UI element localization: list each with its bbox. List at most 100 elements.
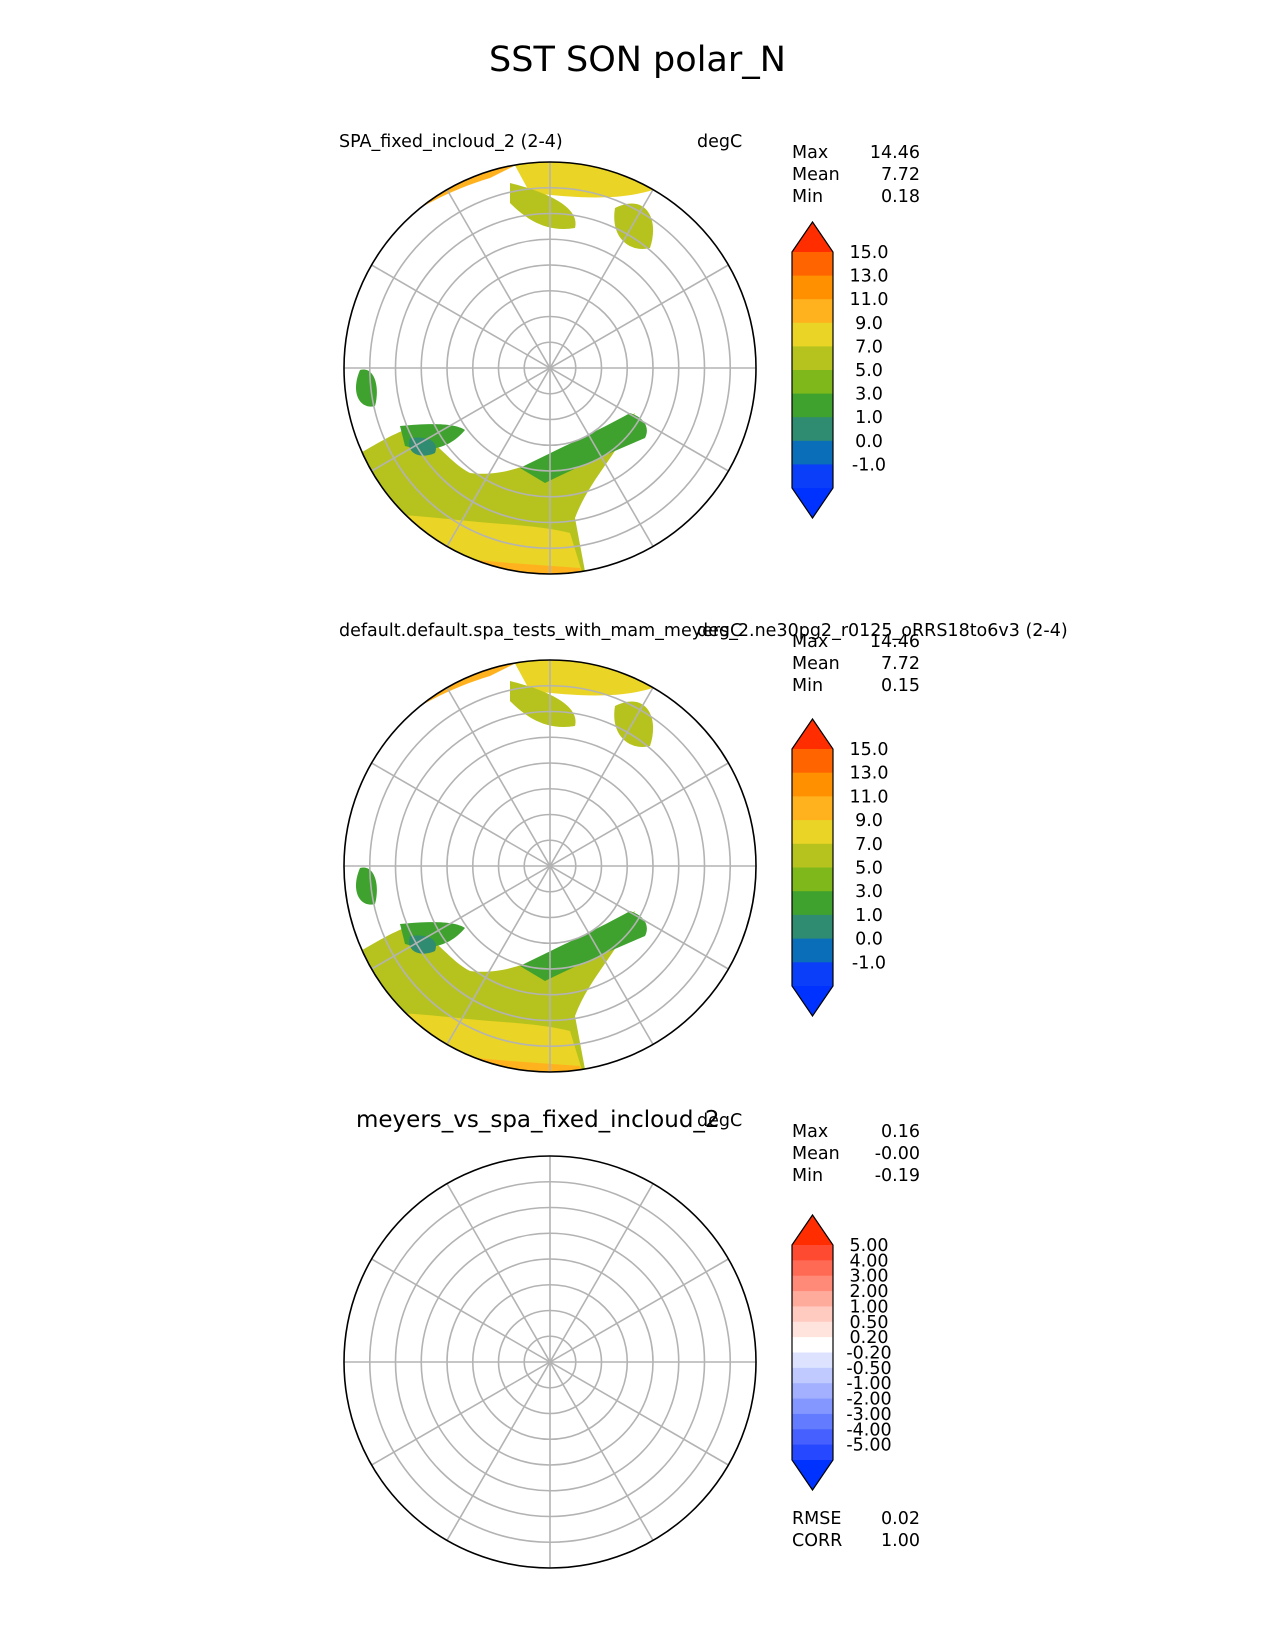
colorbar-band	[792, 1306, 833, 1323]
stat-min-label: Min	[792, 676, 824, 696]
colorbar-band	[792, 1383, 833, 1400]
stat-min-label: Min	[792, 187, 824, 207]
colorbar-tick-label: 15.0	[850, 243, 889, 263]
colorbar-tick-label: 13.0	[850, 267, 889, 287]
colorbar-band	[792, 1337, 833, 1353]
map-boundary	[343, 1155, 757, 1569]
colorbar-band	[792, 962, 833, 987]
stat-mean-label: Mean	[792, 654, 840, 674]
colorbar-band	[792, 464, 833, 489]
coastline	[670, 671, 725, 686]
colorbar-tick-label: 3.0	[855, 882, 883, 902]
colorbar-band	[792, 820, 833, 845]
colorbar-band	[792, 370, 833, 395]
colorbar-tick-label: 13.0	[850, 764, 889, 784]
stat-mean-label: Mean	[792, 1144, 840, 1164]
colorbar-band	[792, 1367, 833, 1384]
polar-map-2	[343, 659, 757, 1106]
stat-max-value: 14.46	[869, 143, 920, 163]
stat-mean-value: 7.72	[881, 654, 920, 674]
colorbar-tick-label: 1.0	[855, 408, 883, 428]
coastline	[400, 1162, 525, 1202]
colorbar-tick-label: -0.50	[846, 1359, 891, 1379]
metric-rmse-value: 0.02	[881, 1509, 920, 1529]
colorbar-tick-label: 11.0	[850, 787, 889, 807]
sst-bering-cool	[510, 681, 576, 727]
colorbar-tick-label: -1.0	[852, 455, 886, 475]
colorbar-2: 15.0 13.0 11.0 9.0 7.0 5.0 3.0 1.0 0.0 -1.0	[791, 717, 889, 1018]
colorbar-extend-top	[792, 719, 833, 749]
map-boundary	[343, 659, 757, 1073]
colorbar-band	[792, 1291, 833, 1307]
coastline	[457, 1427, 550, 1484]
coastline	[670, 1167, 725, 1182]
panel3-title: meyers_vs_spa_fixed_incloud_2	[356, 1107, 720, 1133]
sst-labrador-cold	[409, 437, 436, 456]
panel2-title: default.default.spa_tests_with_mam_meyer…	[339, 621, 1068, 641]
meridian-line	[446, 1183, 654, 1541]
colorbar-tick-label: 5.0	[855, 859, 883, 879]
colorbar-tick-label: 3.00	[850, 1267, 889, 1287]
coastline	[400, 168, 525, 208]
colorbar-band	[792, 1398, 833, 1415]
colorbar-outline	[791, 220, 834, 520]
stat-min-value: 0.15	[881, 676, 920, 696]
colorbar-band	[792, 1275, 833, 1292]
colorbar-band	[792, 938, 833, 963]
coastline	[380, 1522, 425, 1552]
coastlines	[346, 1162, 725, 1552]
panel2-stats: Max 14.46 Mean 7.72 Min 0.15	[792, 631, 920, 697]
colorbar-band	[792, 891, 833, 916]
sst-barents	[520, 413, 647, 483]
sst-gulfstream	[350, 583, 580, 598]
polar-map-3	[343, 1155, 757, 1569]
metric-corr-label: CORR	[792, 1531, 843, 1551]
stat-mean-value: -0.00	[874, 1144, 920, 1164]
colorbar-tick-label: -5.00	[846, 1436, 891, 1456]
colorbar-band	[792, 1352, 833, 1369]
colorbar-band	[792, 1260, 833, 1277]
figure-title: SST SON polar_N	[489, 40, 786, 80]
sst-gulfstream-core	[440, 1093, 525, 1106]
metric-corr-value: 1.00	[881, 1531, 920, 1551]
stat-max-value: 14.46	[869, 632, 920, 652]
stat-max-value: 0.16	[881, 1122, 920, 1142]
stat-max-label: Max	[792, 1122, 829, 1142]
colorbar-band	[792, 1413, 833, 1430]
panel1-title: SPA_fixed_incloud_2 (2-4)	[339, 132, 563, 152]
colorbar-tick-label: -3.00	[846, 1405, 891, 1425]
colorbar-band	[792, 1245, 833, 1261]
panel3-stats: Max 0.16 Mean -0.00 Min -0.19	[792, 1121, 920, 1187]
stat-mean-label: Mean	[792, 165, 840, 185]
colorbar-band	[792, 796, 833, 821]
sst-gulfstream-core	[440, 595, 525, 608]
colorbar-1: 15.0 13.0 11.0 9.0 7.0 5.0 3.0 1.0 0.0 -1.0	[791, 220, 889, 520]
stat-max-label: Max	[792, 632, 829, 652]
panel3-units: degC	[697, 1111, 743, 1131]
colorbar-3: 5.004.003.002.001.000.500.20-0.20-0.50-1…	[791, 1213, 892, 1492]
colorbar-tick-label: 5.00	[850, 1236, 889, 1256]
colorbar-tick-label: 4.00	[850, 1251, 889, 1271]
panel2-units: degC	[697, 621, 743, 641]
colorbar-band	[792, 393, 833, 418]
colorbar-band	[792, 1321, 833, 1338]
colorbar-band	[792, 440, 833, 465]
colorbar-tick-label: 5.0	[855, 361, 883, 381]
sst-barents	[520, 911, 647, 981]
sst-gulfstream	[350, 1081, 580, 1096]
polar-map-1	[343, 161, 757, 608]
colorbar-band	[792, 252, 833, 277]
colorbar-extend-bottom	[792, 986, 833, 1016]
coastline	[400, 666, 525, 706]
colorbar-tick-label: 0.20	[850, 1328, 889, 1348]
sst-bering-cool	[510, 183, 576, 229]
colorbar-extend-top	[792, 222, 833, 252]
colorbar-tick-label: -4.00	[846, 1420, 891, 1440]
colorbar-tick-label: -1.0	[852, 953, 886, 973]
colorbar-tick-label: 3.0	[855, 385, 883, 405]
colorbar-tick-label: -2.00	[846, 1390, 891, 1410]
colorbar-tick-label: 0.0	[855, 432, 883, 452]
colorbar-tick-label: 15.0	[850, 740, 889, 760]
panel3-metrics: RMSE 0.02 CORR 1.00	[792, 1508, 920, 1552]
